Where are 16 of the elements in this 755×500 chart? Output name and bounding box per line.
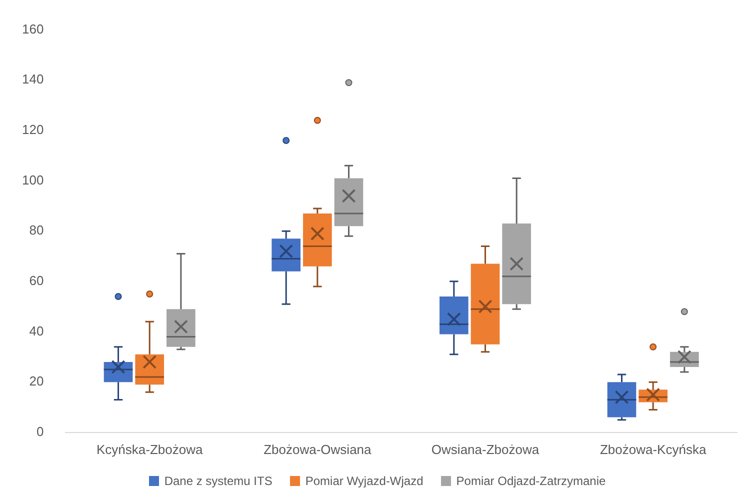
y-tick-label: 0 bbox=[36, 424, 44, 439]
y-tick-label: 60 bbox=[29, 273, 44, 288]
y-tick-label: 40 bbox=[29, 323, 44, 338]
legend-label: Dane z systemu ITS bbox=[164, 474, 272, 488]
y-tick-label: 120 bbox=[22, 122, 44, 138]
y-tick-label: 140 bbox=[22, 72, 44, 87]
y-tick-label: 160 bbox=[22, 21, 44, 36]
x-tick-label: Zbożowa-Owsiana bbox=[264, 442, 372, 457]
y-tick-label: 80 bbox=[29, 222, 44, 238]
legend-label: Pomiar Odjazd-Zatrzymanie bbox=[456, 474, 606, 488]
legend-label: Pomiar Wyjazd-Wjazd bbox=[305, 474, 424, 488]
y-tick-label: 100 bbox=[22, 172, 44, 188]
y-tick-label: 20 bbox=[29, 374, 44, 389]
x-tick-label: Zbożowa-Kcyńska bbox=[600, 442, 707, 457]
x-tick-label: Kcyńska-Zbożowa bbox=[96, 442, 204, 457]
x-tick-label: Owsiana-Zbożowa bbox=[431, 442, 540, 457]
